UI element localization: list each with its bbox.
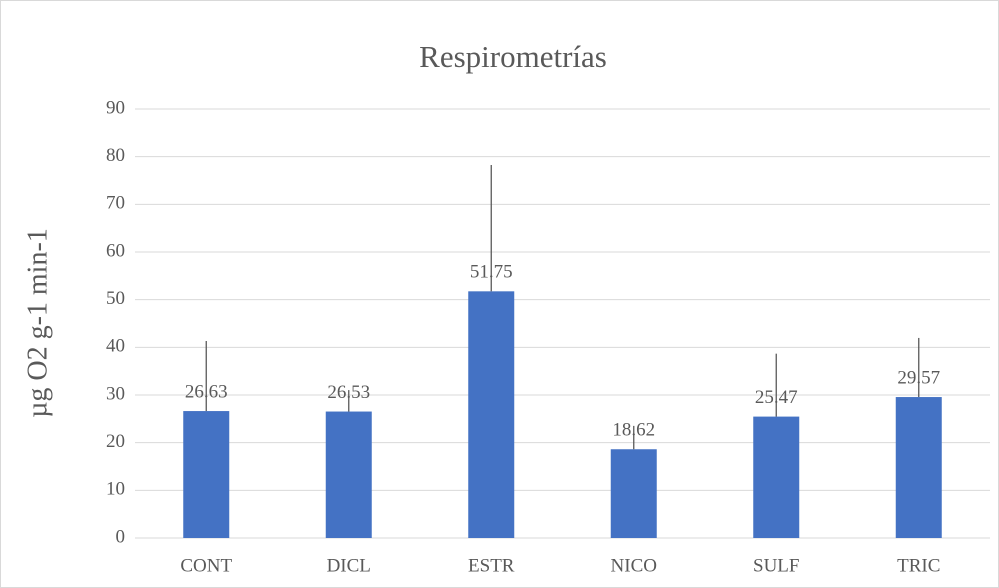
bar bbox=[468, 291, 515, 538]
data-label: 25.47 bbox=[755, 387, 798, 408]
bar bbox=[183, 411, 230, 538]
chart-title: Respirometrías bbox=[419, 39, 607, 74]
y-tick-label: 50 bbox=[106, 288, 125, 309]
x-tick-label: CONT bbox=[180, 555, 232, 576]
data-label: 18.62 bbox=[612, 420, 655, 441]
y-tick-label: 80 bbox=[106, 145, 125, 166]
y-tick-label: 30 bbox=[106, 383, 125, 404]
x-tick-label: ESTR bbox=[468, 555, 515, 576]
bar bbox=[325, 411, 372, 538]
y-tick-label: 10 bbox=[106, 479, 125, 500]
y-tick-label: 20 bbox=[106, 431, 125, 452]
data-label: 51.75 bbox=[470, 262, 513, 283]
x-tick-label: TRIC bbox=[897, 555, 940, 576]
y-tick-label: 40 bbox=[106, 336, 125, 357]
y-tick-label: 60 bbox=[106, 240, 125, 261]
data-label: 29.57 bbox=[897, 367, 940, 388]
y-tick-label: 70 bbox=[106, 193, 125, 214]
data-label: 26.53 bbox=[327, 382, 370, 403]
bar bbox=[753, 416, 800, 538]
bar bbox=[610, 449, 657, 538]
y-tick-label: 90 bbox=[106, 97, 125, 118]
data-label: 26.63 bbox=[185, 381, 228, 402]
y-axis-label: µg O2 g-1 min-1 bbox=[22, 228, 53, 418]
x-tick-label: NICO bbox=[611, 555, 657, 576]
y-tick-label: 0 bbox=[116, 526, 126, 547]
x-tick-label: SULF bbox=[753, 555, 799, 576]
bar bbox=[895, 397, 942, 538]
x-tick-label: DICL bbox=[327, 555, 371, 576]
